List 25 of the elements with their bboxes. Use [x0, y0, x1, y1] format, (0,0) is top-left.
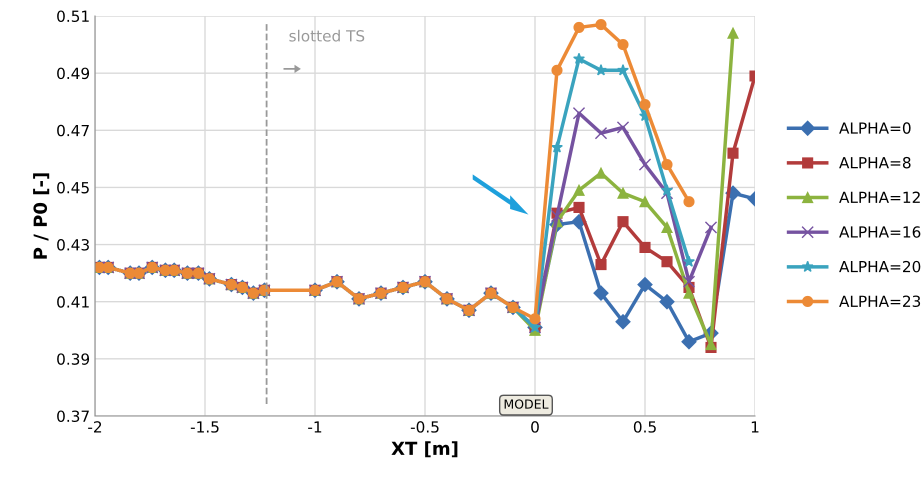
legend-label: ALPHA=12	[839, 192, 920, 203]
x-tick-label: 0.5	[634, 421, 656, 433]
y-tick-label: 0.37	[57, 410, 89, 422]
y-tick-label: 0.39	[57, 353, 90, 365]
legend-label: ALPHA=20	[839, 260, 920, 272]
y-tick-label: 0.47	[57, 124, 89, 136]
x-tick-label: 0	[531, 421, 539, 433]
legend-label: ALPHA=8	[839, 156, 911, 168]
y-tick-label: 0.43	[57, 239, 89, 251]
x-tick-label: -0.5	[410, 421, 439, 433]
x-tick-label: -2	[88, 421, 102, 432]
annotation: MODEL	[504, 399, 548, 409]
legend-label: ALPHA=16	[839, 226, 920, 238]
x-tick-label: -1	[308, 421, 322, 432]
x-tick-label: 1	[752, 421, 758, 432]
x-tick-label: -1.5	[190, 421, 219, 433]
y-tick-label: 0.49	[57, 68, 90, 80]
y-tick-label: 0.51	[57, 10, 89, 22]
x-axis-title: XT [m]	[391, 441, 458, 458]
y-axis-title: P / P0 [-]	[33, 173, 50, 259]
legend-label: ALPHA=0	[839, 122, 911, 134]
y-tick-label: 0.45	[57, 182, 89, 194]
ref-line-label: slotted TS	[289, 30, 364, 42]
legend-label: ALPHA=23	[839, 295, 920, 308]
y-tick-label: 0.41	[57, 296, 89, 308]
